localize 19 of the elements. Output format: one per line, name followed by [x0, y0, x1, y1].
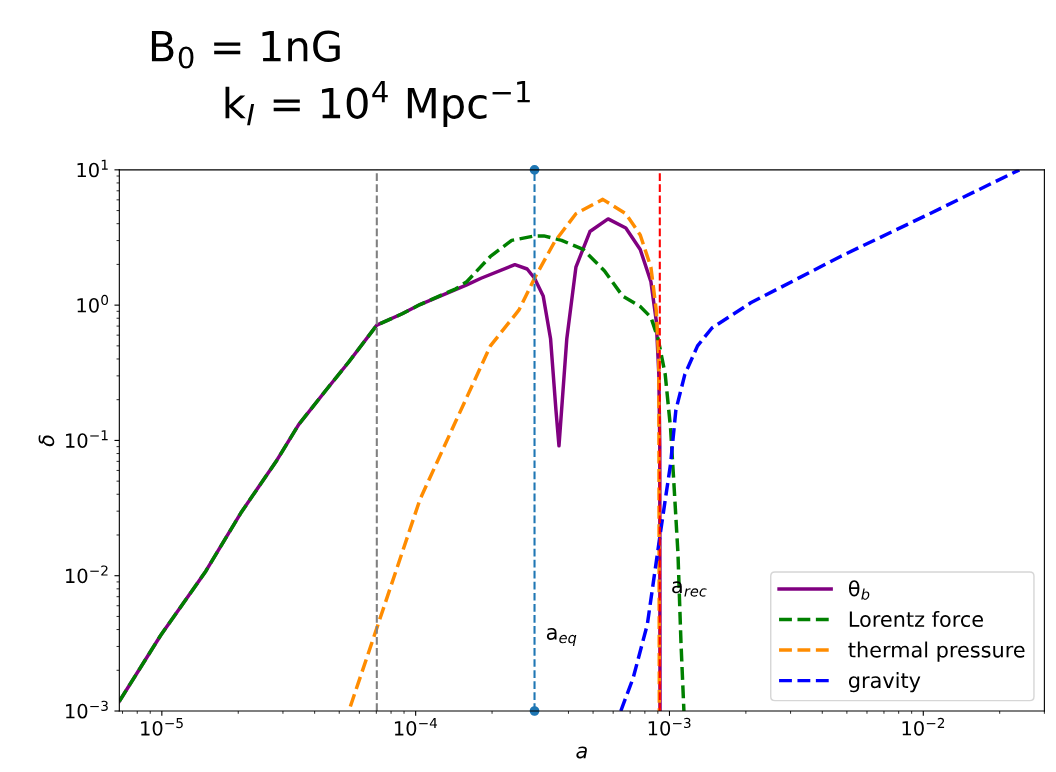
y-tick-label: 10$^{0}$	[77, 294, 109, 313]
legend-label: Lorentz force	[849, 610, 983, 628]
y-axis-title: δ	[38, 435, 55, 447]
y-tick-label: 10$^{−2}$	[66, 565, 108, 584]
y-tick-label: 10$^{−1}$	[66, 430, 108, 448]
legend-label: gravity	[848, 672, 921, 693]
chart-subtitle: k$_{I}$ = 10$^{4}$ Mpc$^{−1}$	[225, 81, 530, 127]
x-tick-label: 10$^{−2}$	[902, 717, 945, 736]
legend-label: θ$_{b}$	[848, 580, 870, 600]
legend-label: thermal pressure	[848, 641, 1025, 662]
ref-line-label: a$_{eq}$	[546, 627, 577, 647]
ref-line-label: a$_{rec}$	[672, 581, 707, 597]
x-axis-title: a	[576, 746, 587, 759]
y-tick-label: 10$^{1}$	[77, 159, 108, 178]
x-tick-label: 10$^{−3}$	[648, 717, 691, 736]
x-tick-label: 10$^{−5}$	[141, 718, 183, 736]
x-tick-label: 10$^{−4}$	[394, 718, 438, 736]
chart-title: B$_{0}$ = 1nG	[151, 30, 340, 69]
y-tick-label: 10$^{−3}$	[66, 700, 108, 719]
